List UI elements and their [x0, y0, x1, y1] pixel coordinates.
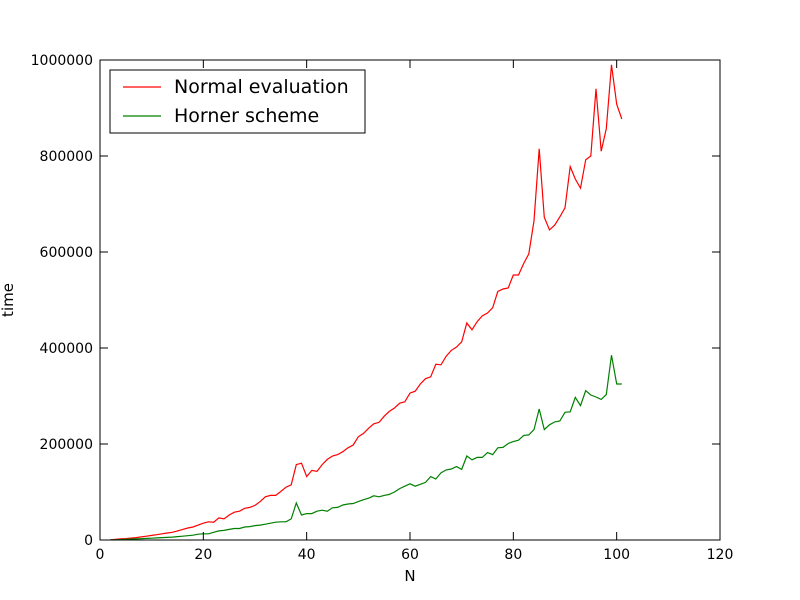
x-axis: 0 20 40 60 80 100 120 [96, 60, 734, 563]
x-tick-label: 0 [96, 547, 105, 563]
x-tick-label: 20 [194, 547, 212, 563]
y-tick-label: 600000 [40, 245, 93, 261]
legend-label-horner-scheme: Horner scheme [174, 105, 319, 127]
y-tick-label: 400000 [40, 341, 93, 357]
x-tick-label: 80 [504, 547, 522, 563]
x-tick-label: 100 [603, 547, 630, 563]
y-tick-label: 0 [84, 533, 93, 549]
series-line-normal-evaluation [110, 64, 623, 541]
series-line-horner-scheme [110, 355, 622, 541]
x-tick-label: 60 [401, 547, 419, 563]
x-axis-label: N [404, 567, 415, 585]
x-tick-label: 120 [707, 547, 734, 563]
legend-label-normal-evaluation: Normal evaluation [174, 76, 349, 98]
x-tick-label: 40 [298, 547, 316, 563]
legend-box [109, 69, 366, 134]
y-tick-label: 1000000 [31, 53, 93, 69]
series-lines [110, 64, 623, 541]
y-axis: 0 200000 400000 600000 800000 1000000 [31, 53, 720, 549]
y-tick-label: 200000 [40, 437, 93, 453]
legend: Normal evaluation Horner scheme [109, 69, 366, 134]
y-tick-label: 800000 [40, 149, 93, 165]
y-axis-label: time [0, 283, 17, 317]
